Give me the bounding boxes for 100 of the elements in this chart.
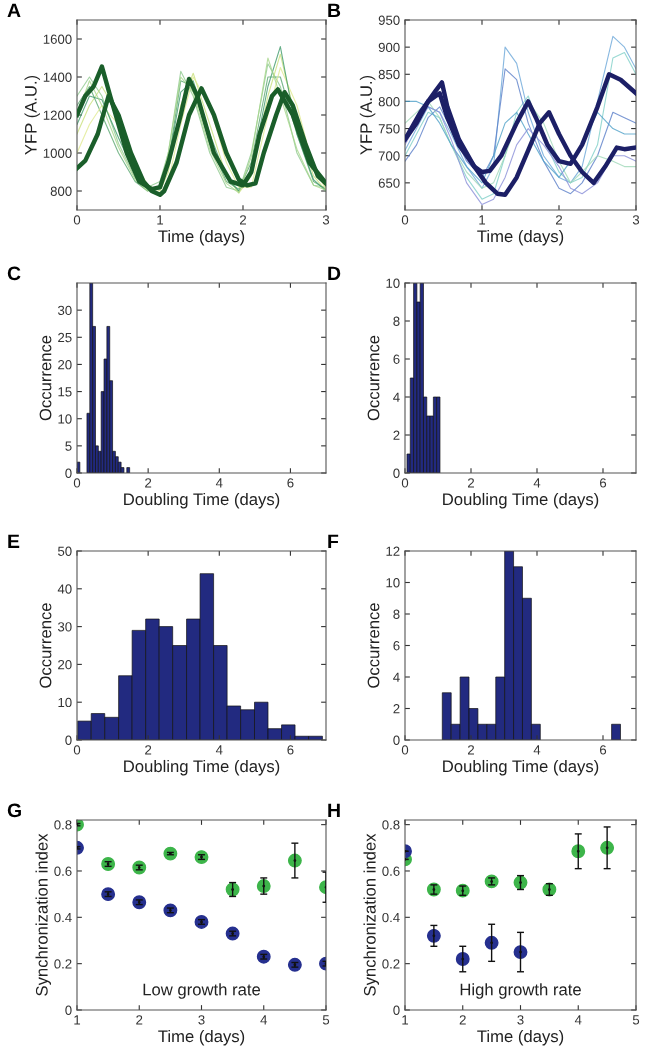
y-tick-label: 800 — [378, 97, 400, 107]
y-tick-label: 0 — [393, 735, 400, 745]
y-tick-label: 0 — [65, 468, 72, 478]
chart-title: D — [328, 266, 341, 281]
y-tick-label: 650 — [378, 178, 400, 188]
x-axis-title: Doubling Time (days) — [443, 759, 599, 776]
x-tick-label: 0 — [401, 215, 409, 225]
y-tick-label: 1600 — [43, 34, 72, 44]
y-tick-label: 2 — [393, 430, 400, 440]
x-tick-label: 0 — [73, 478, 81, 488]
x-axis-title: Doubling Time (days) — [124, 492, 280, 509]
y-axis-title: YFP (A.U.) — [359, 75, 376, 155]
x-tick-label: 6 — [600, 478, 607, 488]
y-tick-label: 30 — [57, 305, 72, 316]
y-tick-label: 50 — [57, 546, 72, 556]
chart-title: G — [7, 803, 21, 818]
y-tick-label: 20 — [58, 659, 72, 670]
x-tick-label: 3 — [517, 1015, 524, 1025]
x-tick-label: 1 — [157, 215, 164, 225]
y-tick-label: 850 — [378, 69, 400, 80]
x-tick-label: 3 — [198, 1015, 205, 1025]
y-tick-label: 12 — [386, 546, 400, 556]
y-axis-title: Occurrence — [367, 335, 380, 421]
x-tick-label: 0 — [73, 745, 81, 755]
x-axis-title: Doubling Time (days) — [443, 492, 599, 509]
x-tick-label: 2 — [459, 1015, 466, 1025]
x-tick-label: 1 — [402, 1015, 409, 1025]
x-tick-label: 6 — [287, 478, 294, 488]
y-tick-label: 4 — [393, 672, 400, 682]
y-tick-label: 30 — [57, 622, 72, 632]
x-tick-label: 2 — [468, 478, 475, 488]
chart-title: F — [328, 534, 339, 549]
y-tick-label: 0.8 — [382, 820, 400, 830]
y-tick-label: 800 — [50, 186, 72, 196]
y-tick-label: 0 — [393, 468, 400, 478]
chart-title: A — [7, 3, 21, 18]
y-axis-title: Occurrence — [39, 603, 52, 688]
y-tick-label: 10 — [58, 414, 72, 424]
x-tick-label: 4 — [574, 1015, 582, 1025]
x-tick-label: 2 — [556, 215, 563, 225]
y-tick-label: 0.4 — [382, 912, 400, 923]
y-tick-label: 0 — [393, 1005, 400, 1015]
y-axis-title: Synchronization index — [363, 833, 380, 996]
y-tick-label: 6 — [393, 641, 400, 651]
x-tick-label: 1 — [74, 1015, 81, 1025]
y-tick-label: 0.8 — [54, 820, 72, 830]
x-tick-label: 2 — [468, 745, 475, 755]
chart-title: H — [328, 803, 340, 818]
y-tick-label: 8 — [393, 609, 400, 619]
x-axis-title: Time (days) — [477, 1029, 564, 1046]
x-tick-label: 4 — [215, 478, 223, 488]
y-tick-label: 0.2 — [382, 959, 400, 969]
chart-title: E — [8, 534, 20, 549]
y-tick-label: 20 — [58, 360, 72, 370]
x-tick-label: 1 — [479, 215, 486, 225]
y-tick-label: 2 — [393, 704, 400, 714]
y-tick-label: 0 — [65, 1005, 72, 1015]
y-tick-label: 8 — [393, 316, 400, 326]
y-tick-label: 1200 — [43, 110, 72, 120]
y-axis-title: Occurrence — [367, 603, 380, 688]
x-tick-label: 0 — [401, 745, 409, 755]
y-tick-label: 0.4 — [54, 912, 72, 923]
x-tick-label: 3 — [632, 215, 640, 225]
y-tick-label: 700 — [378, 151, 400, 161]
y-tick-label: 0.6 — [382, 866, 400, 876]
x-tick-label: 4 — [533, 745, 541, 755]
x-axis-title: Time (days) — [477, 229, 564, 246]
x-tick-label: 4 — [533, 478, 541, 488]
x-tick-label: 4 — [260, 1015, 268, 1025]
x-tick-label: 2 — [240, 215, 247, 225]
y-tick-label: 5 — [65, 441, 72, 451]
x-tick-label: 6 — [287, 745, 294, 755]
x-tick-label: 0 — [73, 215, 81, 225]
chart-title: B — [328, 3, 341, 18]
x-tick-label: 5 — [632, 1015, 640, 1025]
y-tick-label: 10 — [386, 278, 400, 288]
y-tick-label: 750 — [378, 124, 400, 134]
y-tick-label: 10 — [58, 697, 72, 708]
y-axis-title: Occurrence — [39, 335, 52, 421]
x-tick-label: 4 — [215, 745, 223, 755]
x-tick-label: 2 — [145, 745, 152, 755]
y-axis-title: YFP (A.U.) — [24, 75, 40, 155]
y-tick-label: 40 — [57, 584, 72, 594]
x-tick-label: 6 — [600, 745, 607, 755]
y-tick-label: 950 — [378, 15, 400, 25]
y-tick-label: 6 — [393, 354, 400, 364]
x-axis-title: Doubling Time (days) — [124, 759, 280, 776]
y-tick-label: 15 — [58, 387, 72, 397]
x-tick-label: 2 — [136, 1015, 143, 1025]
x-axis-title: Time (days) — [158, 1029, 245, 1046]
y-tick-label: 900 — [378, 42, 400, 53]
y-tick-label: 0.2 — [54, 959, 72, 969]
x-tick-label: 2 — [145, 478, 152, 488]
x-tick-label: 3 — [322, 215, 330, 225]
chart-title: C — [7, 266, 21, 281]
y-tick-label: 1400 — [43, 72, 72, 82]
annotation: Low growth rate — [143, 983, 261, 999]
y-tick-label: 0.6 — [54, 866, 72, 876]
x-tick-label: 5 — [322, 1015, 330, 1025]
x-tick-label: 0 — [401, 478, 409, 488]
